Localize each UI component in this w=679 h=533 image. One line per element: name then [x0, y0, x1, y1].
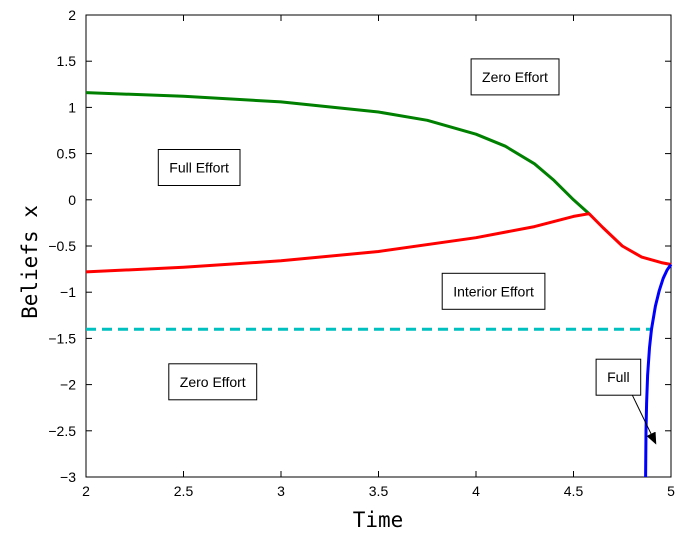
annotation-arrow: [631, 394, 657, 445]
x-axis-label: Time: [353, 508, 404, 532]
plot-area: [85, 14, 672, 478]
y-tick-label: 1: [68, 99, 76, 115]
y-tick-label: −1: [60, 284, 76, 300]
annotation-label: Interior Effort: [453, 283, 534, 299]
y-tick-label: 1.5: [57, 53, 77, 69]
x-tick-label: 3: [277, 483, 285, 499]
annotation-box: Full: [595, 358, 657, 445]
annotation-label: Full: [607, 369, 630, 385]
x-tick-label: 4: [472, 483, 480, 499]
annotation-frame: [595, 358, 642, 396]
annotation-frame: [168, 363, 258, 401]
x-tick-label: 4.5: [564, 483, 584, 499]
series-layer: [85, 91, 673, 478]
y-tick-label: −1.5: [48, 330, 76, 346]
y-tick-label: −2: [60, 377, 76, 393]
annotation-box: Zero Effort: [168, 363, 258, 401]
y-tick-label: 0.5: [57, 146, 77, 162]
x-tick-label: 3.5: [369, 483, 389, 499]
annotation-label: Zero Effort: [482, 69, 548, 85]
x-tick-label: 5: [667, 483, 675, 499]
annotation-label: Full Effort: [169, 159, 229, 175]
annotation-frame: [157, 149, 241, 186]
annotation-box: Full Effort: [157, 149, 241, 186]
series-line-4: [644, 263, 673, 478]
y-tick-label: −3: [60, 469, 76, 485]
y-tick-label: −2.5: [48, 423, 76, 439]
annotations: Zero Effort Full Effort Interior Effort Zer…: [157, 58, 657, 445]
y-tick-label: 0: [68, 192, 76, 208]
y-axis-label: Beliefs x: [18, 205, 42, 319]
annotation-frame: [441, 272, 546, 310]
series-line-1: [85, 91, 591, 215]
axis-ticks: 2 2.5 3 3.5 4 4.5 5 −3 −2.5 −2 −1.5 −1 −0.5 0 0.5 1 1.5 2: [48, 7, 675, 499]
annotation-box: Zero Effort: [470, 58, 560, 96]
y-tick-label: −0.5: [48, 238, 76, 254]
series-line-2: [85, 212, 672, 274]
annotation-box: Interior Effort: [441, 272, 546, 310]
x-tick-label: 2.5: [174, 483, 194, 499]
x-tick-label: 2: [82, 483, 90, 499]
annotation-frame: [470, 58, 560, 96]
y-tick-label: 2: [68, 7, 76, 23]
annotation-label: Zero Effort: [180, 374, 246, 390]
